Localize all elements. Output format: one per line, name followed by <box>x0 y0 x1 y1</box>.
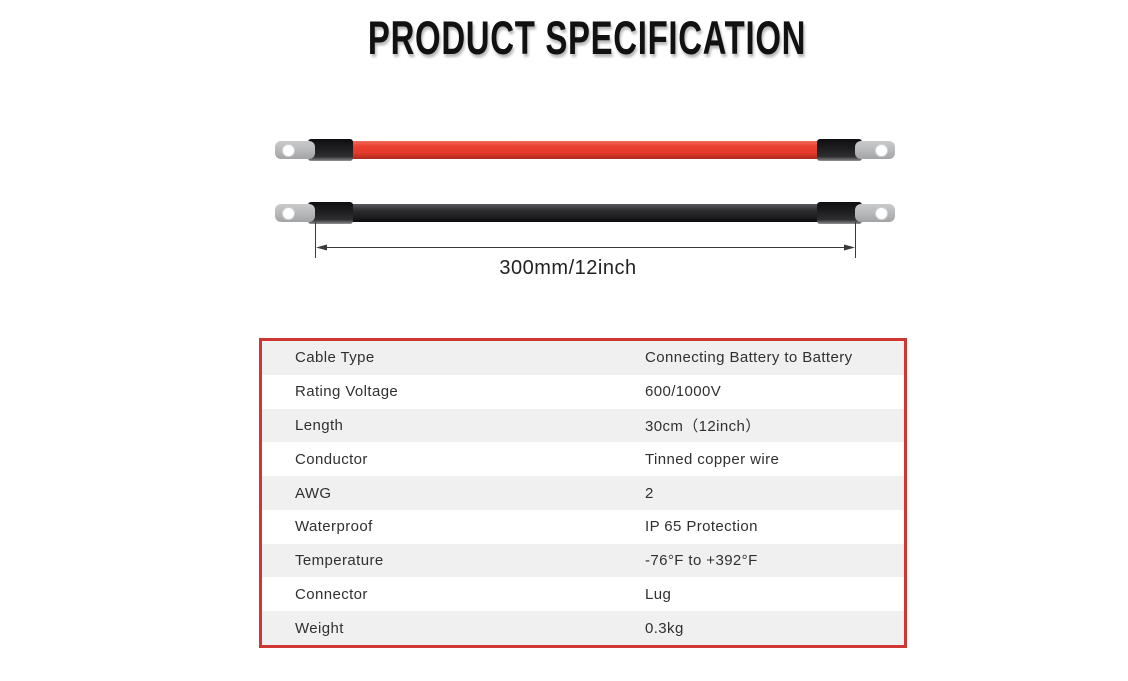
heat-shrink-left <box>308 139 353 161</box>
ring-terminal-right <box>855 204 895 222</box>
table-row: Conductor Tinned copper wire <box>262 442 904 476</box>
spec-value: Connecting Battery to Battery <box>645 349 853 367</box>
heat-shrink-right <box>817 139 862 161</box>
spec-label: AWG <box>295 484 332 502</box>
ring-terminal-left <box>275 141 315 159</box>
dimension-lines <box>315 222 856 258</box>
terminal-hole <box>282 143 295 157</box>
ring-terminal-right <box>855 141 895 159</box>
black-cable-body <box>348 204 822 222</box>
table-row: Length 30cm（12inch） <box>262 408 904 443</box>
spec-value: 0.3kg <box>645 619 684 637</box>
table-row: Connector Lug <box>262 577 904 611</box>
spec-label: Waterproof <box>295 518 373 536</box>
terminal-hole <box>875 206 888 220</box>
table-row: Weight 0.3kg <box>262 611 904 646</box>
table-row: Temperature -76°F to +392°F <box>262 543 904 578</box>
spec-value: 2 <box>645 484 654 502</box>
page-title: PRODUCT SPECIFICATION <box>367 11 807 64</box>
dimension-label: 300mm/12inch <box>499 257 637 279</box>
ring-terminal-left <box>275 204 315 222</box>
table-row: Rating Voltage 600/1000V <box>262 375 904 409</box>
spec-value: 30cm（12inch） <box>645 417 761 435</box>
heat-shrink-right <box>817 202 862 224</box>
table-row: Cable Type Connecting Battery to Battery <box>262 341 904 375</box>
heat-shrink-left <box>308 202 353 224</box>
spec-table: Cable Type Connecting Battery to Battery… <box>259 338 907 648</box>
spec-value: Tinned copper wire <box>645 450 780 468</box>
spec-value: 600/1000V <box>645 383 722 401</box>
spec-label: Temperature <box>295 552 384 570</box>
spec-value: Lug <box>645 585 672 603</box>
table-row: AWG 2 <box>262 476 904 510</box>
black-battery-cable <box>275 202 895 224</box>
spec-value: IP 65 Protection <box>645 518 758 536</box>
spec-label: Cable Type <box>295 349 375 367</box>
spec-value: -76°F to +392°F <box>645 552 758 570</box>
red-battery-cable <box>275 139 895 161</box>
spec-label: Weight <box>295 619 344 637</box>
terminal-hole <box>875 143 888 157</box>
spec-label: Connector <box>295 585 368 603</box>
red-cable-body <box>348 141 822 159</box>
arrowhead-right <box>844 244 855 251</box>
spec-label: Length <box>295 416 344 434</box>
spec-label: Conductor <box>295 450 368 468</box>
arrowhead-left <box>316 244 327 251</box>
terminal-hole <box>282 206 295 220</box>
table-row: Waterproof IP 65 Protection <box>262 510 904 544</box>
spec-label: Rating Voltage <box>295 383 399 401</box>
